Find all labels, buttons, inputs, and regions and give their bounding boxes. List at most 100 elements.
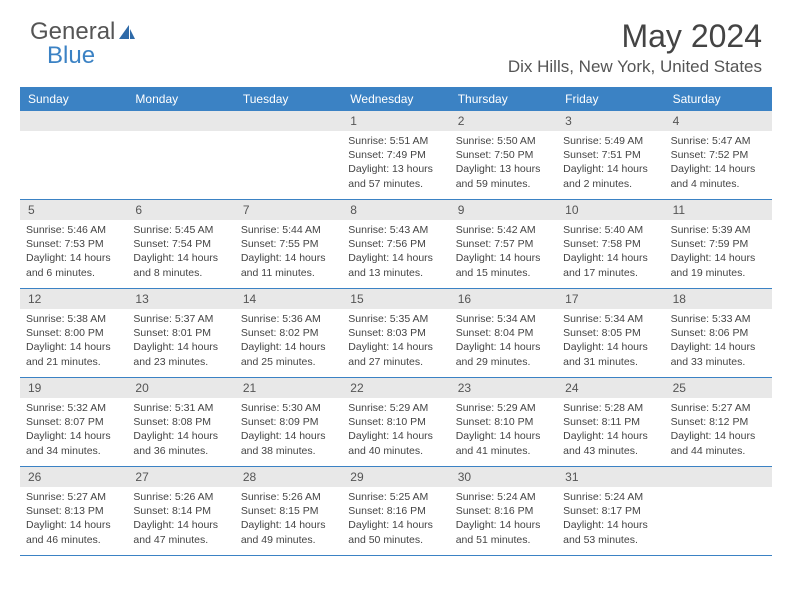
day-number: 31	[557, 467, 664, 487]
calendar-week: 12Sunrise: 5:38 AMSunset: 8:00 PMDayligh…	[20, 289, 772, 378]
day-number: 13	[127, 289, 234, 309]
day-number: 4	[665, 111, 772, 131]
calendar-cell: 24Sunrise: 5:28 AMSunset: 8:11 PMDayligh…	[557, 378, 664, 466]
day-details: Sunrise: 5:49 AMSunset: 7:51 PMDaylight:…	[557, 131, 664, 196]
day-number: 20	[127, 378, 234, 398]
day-number: 25	[665, 378, 772, 398]
day-number: 11	[665, 200, 772, 220]
day-number: 16	[450, 289, 557, 309]
calendar-cell: 9Sunrise: 5:42 AMSunset: 7:57 PMDaylight…	[450, 200, 557, 288]
calendar-cell	[665, 467, 772, 555]
day-number: 17	[557, 289, 664, 309]
calendar-cell: 25Sunrise: 5:27 AMSunset: 8:12 PMDayligh…	[665, 378, 772, 466]
day-details: Sunrise: 5:26 AMSunset: 8:15 PMDaylight:…	[235, 487, 342, 552]
day-number: 19	[20, 378, 127, 398]
day-number: 8	[342, 200, 449, 220]
calendar-cell: 21Sunrise: 5:30 AMSunset: 8:09 PMDayligh…	[235, 378, 342, 466]
calendar-cell: 6Sunrise: 5:45 AMSunset: 7:54 PMDaylight…	[127, 200, 234, 288]
day-number	[20, 111, 127, 131]
calendar-cell: 10Sunrise: 5:40 AMSunset: 7:58 PMDayligh…	[557, 200, 664, 288]
day-details: Sunrise: 5:29 AMSunset: 8:10 PMDaylight:…	[450, 398, 557, 463]
day-number: 3	[557, 111, 664, 131]
day-number	[127, 111, 234, 131]
location-subtitle: Dix Hills, New York, United States	[508, 57, 762, 77]
day-details: Sunrise: 5:40 AMSunset: 7:58 PMDaylight:…	[557, 220, 664, 285]
day-number: 29	[342, 467, 449, 487]
day-details: Sunrise: 5:32 AMSunset: 8:07 PMDaylight:…	[20, 398, 127, 463]
calendar-cell: 23Sunrise: 5:29 AMSunset: 8:10 PMDayligh…	[450, 378, 557, 466]
day-details: Sunrise: 5:47 AMSunset: 7:52 PMDaylight:…	[665, 131, 772, 196]
calendar-cell: 19Sunrise: 5:32 AMSunset: 8:07 PMDayligh…	[20, 378, 127, 466]
calendar-cell: 1Sunrise: 5:51 AMSunset: 7:49 PMDaylight…	[342, 111, 449, 199]
calendar-cell: 17Sunrise: 5:34 AMSunset: 8:05 PMDayligh…	[557, 289, 664, 377]
day-details: Sunrise: 5:29 AMSunset: 8:10 PMDaylight:…	[342, 398, 449, 463]
day-header-cell: Sunday	[20, 87, 127, 111]
day-details: Sunrise: 5:36 AMSunset: 8:02 PMDaylight:…	[235, 309, 342, 374]
day-details: Sunrise: 5:28 AMSunset: 8:11 PMDaylight:…	[557, 398, 664, 463]
day-details: Sunrise: 5:27 AMSunset: 8:12 PMDaylight:…	[665, 398, 772, 463]
day-number: 9	[450, 200, 557, 220]
calendar-week: 19Sunrise: 5:32 AMSunset: 8:07 PMDayligh…	[20, 378, 772, 467]
calendar-cell	[235, 111, 342, 199]
calendar-cell: 31Sunrise: 5:24 AMSunset: 8:17 PMDayligh…	[557, 467, 664, 555]
day-details: Sunrise: 5:46 AMSunset: 7:53 PMDaylight:…	[20, 220, 127, 285]
day-number: 2	[450, 111, 557, 131]
day-details: Sunrise: 5:26 AMSunset: 8:14 PMDaylight:…	[127, 487, 234, 552]
day-number: 22	[342, 378, 449, 398]
day-details: Sunrise: 5:33 AMSunset: 8:06 PMDaylight:…	[665, 309, 772, 374]
calendar-cell: 7Sunrise: 5:44 AMSunset: 7:55 PMDaylight…	[235, 200, 342, 288]
calendar-cell: 20Sunrise: 5:31 AMSunset: 8:08 PMDayligh…	[127, 378, 234, 466]
day-details: Sunrise: 5:27 AMSunset: 8:13 PMDaylight:…	[20, 487, 127, 552]
day-number: 6	[127, 200, 234, 220]
day-header-cell: Saturday	[665, 87, 772, 111]
calendar-cell	[127, 111, 234, 199]
day-details: Sunrise: 5:38 AMSunset: 8:00 PMDaylight:…	[20, 309, 127, 374]
calendar-cell: 11Sunrise: 5:39 AMSunset: 7:59 PMDayligh…	[665, 200, 772, 288]
day-header-cell: Wednesday	[342, 87, 449, 111]
day-header-row: SundayMondayTuesdayWednesdayThursdayFrid…	[20, 87, 772, 111]
logo-part2: Blue	[47, 42, 95, 70]
day-details: Sunrise: 5:30 AMSunset: 8:09 PMDaylight:…	[235, 398, 342, 463]
day-number: 1	[342, 111, 449, 131]
calendar-cell: 18Sunrise: 5:33 AMSunset: 8:06 PMDayligh…	[665, 289, 772, 377]
day-details: Sunrise: 5:34 AMSunset: 8:04 PMDaylight:…	[450, 309, 557, 374]
day-details: Sunrise: 5:50 AMSunset: 7:50 PMDaylight:…	[450, 131, 557, 196]
day-details: Sunrise: 5:37 AMSunset: 8:01 PMDaylight:…	[127, 309, 234, 374]
calendar: SundayMondayTuesdayWednesdayThursdayFrid…	[20, 87, 772, 556]
day-details: Sunrise: 5:25 AMSunset: 8:16 PMDaylight:…	[342, 487, 449, 552]
header: General May 2024 Dix Hills, New York, Un…	[0, 0, 792, 77]
calendar-weeks: 1Sunrise: 5:51 AMSunset: 7:49 PMDaylight…	[20, 111, 772, 556]
day-details: Sunrise: 5:34 AMSunset: 8:05 PMDaylight:…	[557, 309, 664, 374]
day-number: 23	[450, 378, 557, 398]
day-details: Sunrise: 5:43 AMSunset: 7:56 PMDaylight:…	[342, 220, 449, 285]
calendar-cell: 8Sunrise: 5:43 AMSunset: 7:56 PMDaylight…	[342, 200, 449, 288]
calendar-cell	[20, 111, 127, 199]
title-block: May 2024 Dix Hills, New York, United Sta…	[508, 18, 762, 77]
calendar-cell: 29Sunrise: 5:25 AMSunset: 8:16 PMDayligh…	[342, 467, 449, 555]
logo-sail-icon	[117, 23, 137, 41]
calendar-cell: 15Sunrise: 5:35 AMSunset: 8:03 PMDayligh…	[342, 289, 449, 377]
day-number: 30	[450, 467, 557, 487]
calendar-cell: 16Sunrise: 5:34 AMSunset: 8:04 PMDayligh…	[450, 289, 557, 377]
day-details: Sunrise: 5:45 AMSunset: 7:54 PMDaylight:…	[127, 220, 234, 285]
calendar-cell: 27Sunrise: 5:26 AMSunset: 8:14 PMDayligh…	[127, 467, 234, 555]
day-number: 5	[20, 200, 127, 220]
calendar-week: 26Sunrise: 5:27 AMSunset: 8:13 PMDayligh…	[20, 467, 772, 556]
day-header-cell: Thursday	[450, 87, 557, 111]
day-number: 24	[557, 378, 664, 398]
day-details: Sunrise: 5:51 AMSunset: 7:49 PMDaylight:…	[342, 131, 449, 196]
calendar-cell: 22Sunrise: 5:29 AMSunset: 8:10 PMDayligh…	[342, 378, 449, 466]
day-details: Sunrise: 5:44 AMSunset: 7:55 PMDaylight:…	[235, 220, 342, 285]
day-number: 10	[557, 200, 664, 220]
calendar-cell: 3Sunrise: 5:49 AMSunset: 7:51 PMDaylight…	[557, 111, 664, 199]
day-details: Sunrise: 5:35 AMSunset: 8:03 PMDaylight:…	[342, 309, 449, 374]
day-details: Sunrise: 5:39 AMSunset: 7:59 PMDaylight:…	[665, 220, 772, 285]
day-number	[665, 467, 772, 487]
calendar-cell: 13Sunrise: 5:37 AMSunset: 8:01 PMDayligh…	[127, 289, 234, 377]
calendar-cell: 4Sunrise: 5:47 AMSunset: 7:52 PMDaylight…	[665, 111, 772, 199]
day-number: 15	[342, 289, 449, 309]
day-number: 28	[235, 467, 342, 487]
logo-line2: Blue	[47, 42, 95, 70]
day-details: Sunrise: 5:24 AMSunset: 8:16 PMDaylight:…	[450, 487, 557, 552]
day-number: 27	[127, 467, 234, 487]
